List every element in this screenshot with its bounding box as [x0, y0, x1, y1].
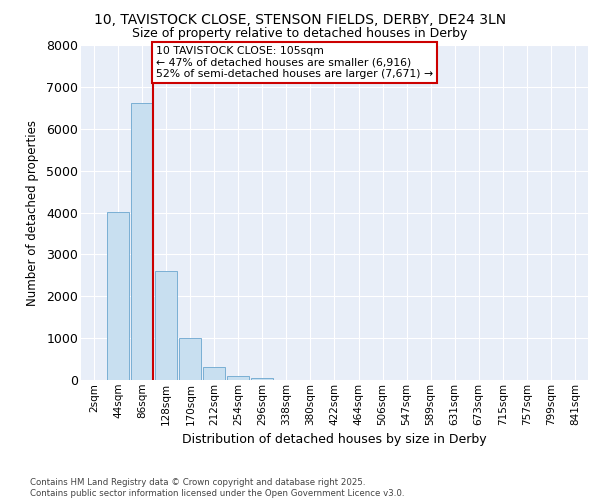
Y-axis label: Number of detached properties: Number of detached properties: [26, 120, 39, 306]
Text: Contains HM Land Registry data © Crown copyright and database right 2025.
Contai: Contains HM Land Registry data © Crown c…: [30, 478, 404, 498]
Bar: [203, 368, 226, 380]
Bar: [107, 212, 129, 380]
Bar: [131, 103, 154, 380]
Bar: [251, 378, 274, 380]
Text: 10, TAVISTOCK CLOSE, STENSON FIELDS, DERBY, DE24 3LN: 10, TAVISTOCK CLOSE, STENSON FIELDS, DER…: [94, 12, 506, 26]
Bar: [179, 338, 202, 380]
Bar: [155, 271, 178, 380]
Bar: [227, 376, 250, 380]
X-axis label: Distribution of detached houses by size in Derby: Distribution of detached houses by size …: [182, 433, 487, 446]
Text: 10 TAVISTOCK CLOSE: 105sqm
← 47% of detached houses are smaller (6,916)
52% of s: 10 TAVISTOCK CLOSE: 105sqm ← 47% of deta…: [156, 46, 433, 79]
Text: Size of property relative to detached houses in Derby: Size of property relative to detached ho…: [133, 28, 467, 40]
